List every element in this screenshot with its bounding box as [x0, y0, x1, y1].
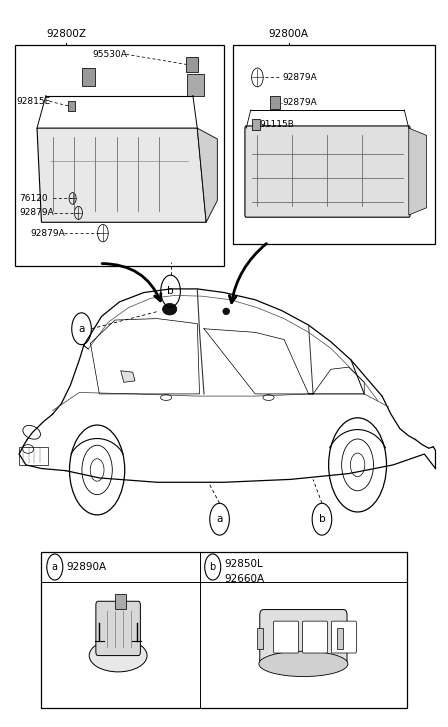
Bar	[233, 45, 435, 244]
Text: 76120: 76120	[19, 194, 48, 203]
FancyBboxPatch shape	[274, 621, 298, 653]
FancyArrowPatch shape	[229, 244, 267, 302]
Text: b: b	[167, 286, 174, 296]
Polygon shape	[409, 128, 426, 215]
Bar	[186, 57, 198, 72]
Text: 92879A: 92879A	[19, 209, 54, 217]
Text: b: b	[210, 562, 216, 572]
Ellipse shape	[259, 651, 348, 677]
FancyBboxPatch shape	[332, 621, 357, 653]
Polygon shape	[37, 128, 206, 222]
Polygon shape	[121, 371, 135, 382]
Text: b: b	[319, 514, 325, 524]
Bar	[337, 627, 344, 649]
Bar	[252, 119, 260, 129]
Bar	[115, 594, 126, 608]
Text: 92850L: 92850L	[225, 559, 263, 569]
Bar	[68, 101, 75, 111]
Bar	[270, 96, 280, 109]
Bar	[187, 74, 203, 95]
Text: 92800Z: 92800Z	[46, 29, 86, 39]
Text: 95530A: 95530A	[93, 49, 128, 59]
Ellipse shape	[163, 303, 177, 315]
Text: a: a	[78, 324, 85, 334]
FancyBboxPatch shape	[96, 601, 140, 656]
FancyBboxPatch shape	[302, 621, 327, 653]
Text: 91115B: 91115B	[260, 120, 294, 129]
Bar	[42, 552, 406, 707]
Text: 92815E: 92815E	[16, 97, 50, 106]
Polygon shape	[197, 128, 217, 222]
Bar	[257, 627, 263, 649]
Text: 92660A: 92660A	[225, 574, 265, 584]
Text: 92890A: 92890A	[66, 562, 106, 572]
Text: 92879A: 92879A	[282, 73, 317, 82]
Ellipse shape	[89, 639, 147, 672]
Ellipse shape	[223, 308, 229, 315]
Text: 92800A: 92800A	[268, 29, 309, 39]
Bar	[15, 45, 224, 266]
Text: a: a	[52, 562, 58, 572]
Bar	[82, 68, 95, 87]
FancyBboxPatch shape	[260, 609, 347, 666]
FancyArrowPatch shape	[102, 264, 161, 301]
Text: a: a	[216, 514, 223, 524]
Text: 92879A: 92879A	[282, 98, 317, 108]
Bar	[19, 447, 48, 465]
Text: 92879A: 92879A	[30, 228, 65, 238]
FancyBboxPatch shape	[245, 126, 410, 217]
